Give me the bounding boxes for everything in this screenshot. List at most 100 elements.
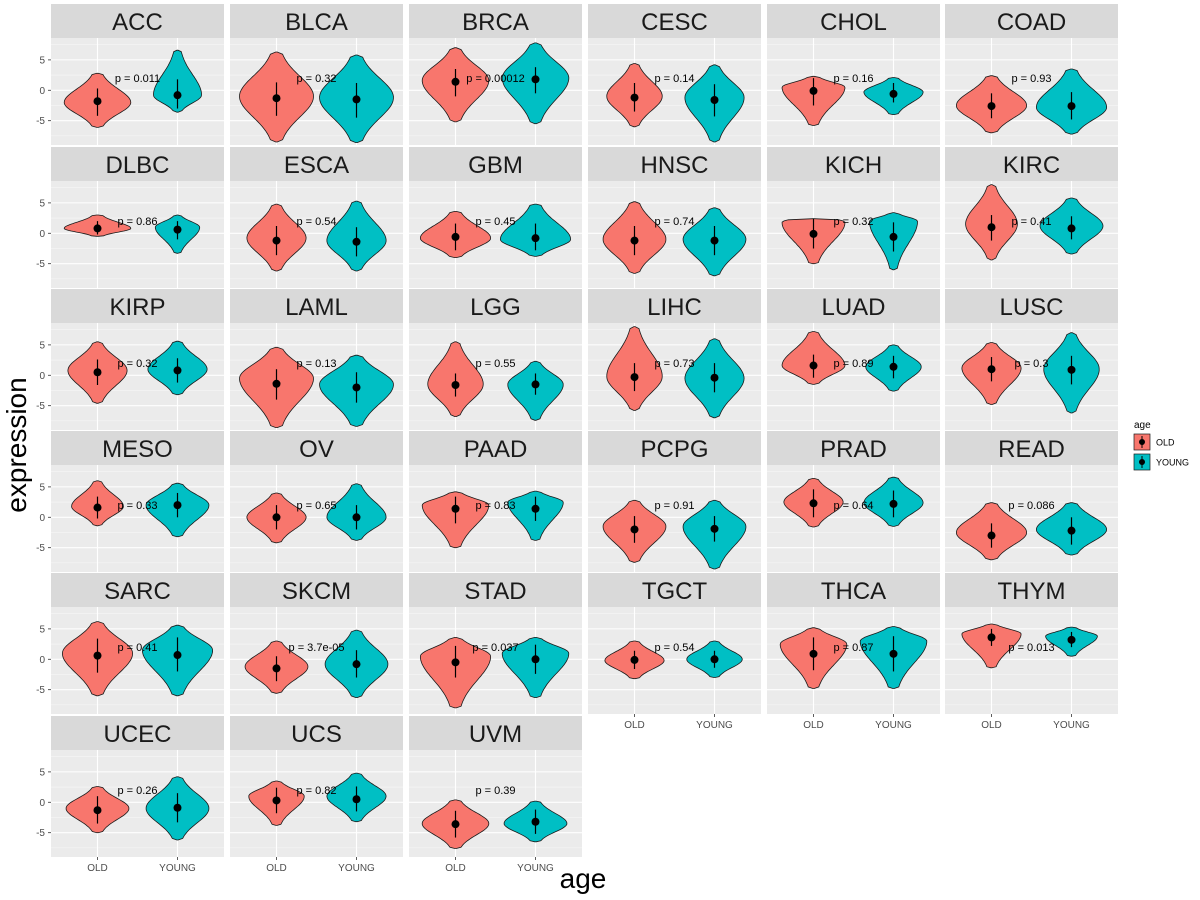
mean-point-young: [1067, 635, 1076, 644]
panel-dlbc: DLBC -5 0 5 p = 0.86: [36, 147, 224, 288]
mean-point-old: [630, 236, 639, 245]
facet-strip: [767, 147, 940, 181]
y-tick-label: 5: [39, 482, 45, 493]
legend-key-point: [1139, 459, 1145, 465]
x-tick-label: OLD: [803, 720, 824, 731]
y-tick-label: 5: [39, 767, 45, 778]
mean-point-old: [93, 806, 102, 815]
mean-point-young: [352, 513, 361, 522]
facet-strip: [409, 573, 582, 607]
mean-point-young: [173, 501, 182, 510]
panel-kich: KICH p = 0.32: [767, 147, 940, 288]
facet-strip-label: LAML: [285, 294, 348, 321]
facet-strip: [409, 4, 582, 38]
p-value-label: p = 0.41: [117, 642, 157, 654]
facet-strip: [51, 289, 224, 323]
mean-point-old: [93, 651, 102, 660]
facet-strip: [945, 573, 1118, 607]
mean-point-young: [531, 817, 540, 826]
panel-esca: ESCA p = 0.54: [230, 147, 403, 288]
mean-point-young: [352, 660, 361, 669]
facet-strip-label: SKCM: [282, 578, 351, 605]
mean-point-young: [531, 234, 540, 243]
mean-point-young: [352, 383, 361, 392]
y-tick-label: 0: [39, 655, 45, 666]
facet-strip-label: THCA: [821, 578, 886, 605]
panel-meso: MESO -5 0 5 p = 0.33: [36, 431, 224, 572]
p-value-label: p = 0.82: [296, 785, 336, 797]
y-tick-label: 0: [39, 371, 45, 382]
x-tick-label: YOUNG: [1053, 720, 1090, 731]
panel-background: [767, 323, 940, 430]
facet-strip: [945, 431, 1118, 465]
mean-point-young: [173, 803, 182, 812]
facet-strip-label: UCS: [291, 721, 342, 748]
facet-strip: [51, 147, 224, 181]
facet-strip-label: BLCA: [285, 9, 348, 36]
y-axis-title: expression: [1, 377, 32, 512]
panel-tgct: TGCT p = 0.54 OLD YOUNG: [588, 573, 761, 731]
panel-background: [767, 465, 940, 572]
p-value-label: p = 0.26: [117, 785, 157, 797]
p-value-label: p = 0.91: [654, 500, 694, 512]
y-tick-label: 5: [39, 340, 45, 351]
x-tick-label: OLD: [981, 720, 1002, 731]
mean-point-young: [1067, 526, 1076, 535]
panel-read: READ p = 0.086: [945, 431, 1118, 572]
p-value-label: p = 0.39: [475, 785, 515, 797]
panel-stad: STAD p = 0.037: [409, 573, 582, 714]
panel-hnsc: HNSC p = 0.74: [588, 147, 761, 288]
mean-point-old: [451, 381, 460, 390]
facet-strip: [51, 716, 224, 750]
facet-strip-label: UVM: [469, 721, 522, 748]
mean-point-old: [987, 633, 996, 642]
x-tick-label: YOUNG: [338, 863, 375, 874]
panel-laml: LAML p = 0.13: [230, 289, 403, 430]
p-value-label: p = 0.74: [654, 216, 694, 228]
legend-label: OLD: [1156, 438, 1175, 448]
p-value-label: p = 0.83: [475, 500, 515, 512]
facet-strip-label: PRAD: [820, 436, 887, 463]
x-tick-label: OLD: [445, 863, 466, 874]
facet-strip-label: CESC: [641, 9, 708, 36]
p-value-label: p = 0.13: [296, 358, 336, 370]
panel-background: [945, 607, 1118, 714]
mean-point-young: [889, 499, 898, 508]
facet-strip-label: UCEC: [103, 721, 171, 748]
facet-strip-label: LUAD: [821, 294, 885, 321]
facet-panels: ACC -5 0 5 p = 0.011 BLCA p = 0.32 BRCA p = 0.00…: [36, 4, 1118, 874]
facet-strip: [945, 4, 1118, 38]
facet-strip: [409, 289, 582, 323]
panel-kirc: KIRC p = 0.41: [945, 147, 1118, 288]
panel-coad: COAD p = 0.93: [945, 4, 1118, 145]
panel-lgg: LGG p = 0.55: [409, 289, 582, 430]
mean-point-old: [630, 93, 639, 102]
p-value-label: p = 0.32: [833, 216, 873, 228]
facet-strip-label: BRCA: [462, 9, 529, 36]
facet-strip-label: LIHC: [647, 294, 702, 321]
mean-point-old: [272, 664, 281, 673]
facet-strip-label: ACC: [112, 9, 163, 36]
panel-background: [51, 181, 224, 288]
facet-strip: [767, 289, 940, 323]
mean-point-young: [710, 96, 719, 105]
facet-strip-label: HNSC: [640, 152, 708, 179]
facet-strip-label: SARC: [104, 578, 171, 605]
x-tick-label: YOUNG: [159, 863, 196, 874]
panel-ucs: UCS p = 0.82 OLD YOUNG: [230, 716, 403, 874]
mean-point-young: [531, 75, 540, 84]
y-tick-label: -5: [36, 259, 45, 270]
legend-entry-old: OLD: [1133, 433, 1175, 451]
mean-point-young: [352, 95, 361, 104]
panel-background: [409, 750, 582, 857]
panel-sarc: SARC -5 0 5 p = 0.41: [36, 573, 224, 714]
facet-strip-label: CHOL: [820, 9, 887, 36]
mean-point-old: [630, 525, 639, 534]
y-tick-label: 5: [39, 198, 45, 209]
facet-strip-label: KIRC: [1003, 152, 1060, 179]
panel-ucec: UCEC -5 0 5 p = 0.26 OLD YOUNG: [36, 716, 224, 874]
y-tick-label: -5: [36, 543, 45, 554]
mean-point-young: [173, 651, 182, 660]
mean-point-young: [710, 373, 719, 382]
p-value-label: p = 0.14: [654, 73, 694, 85]
